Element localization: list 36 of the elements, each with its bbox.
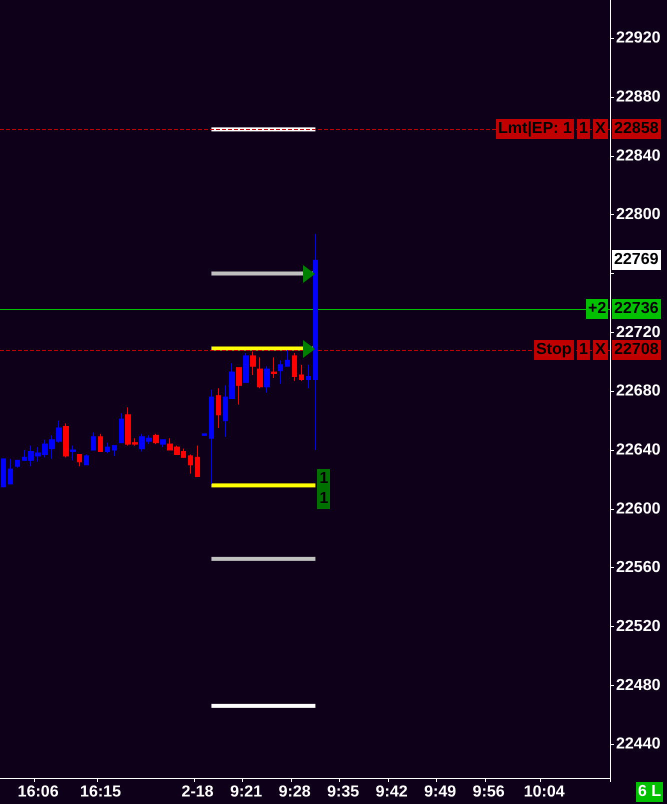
y-tick-label: 22640: [616, 442, 661, 459]
x-tick-label: 16:15: [80, 784, 122, 800]
y-tick-label: 22720: [616, 324, 661, 341]
y-tick-label: 22480: [616, 676, 661, 694]
text: 22769: [614, 251, 658, 268]
x-tick-label: 10:04: [524, 784, 565, 800]
x-tick-label: 9:28: [278, 784, 311, 800]
annotation: +2: [586, 298, 608, 319]
y-tick-label: 22560: [616, 559, 661, 576]
y-tick-label: 22520: [616, 618, 661, 636]
y-tick-label: 22920: [616, 30, 661, 47]
annotation: 1: [577, 340, 590, 360]
y-tick-label: 22440: [616, 736, 661, 753]
y-tick-label: 22800: [616, 206, 661, 224]
text: 6 L: [636, 782, 663, 802]
annotation: X: [593, 119, 608, 140]
x-tick-label: 2-18: [182, 784, 214, 800]
x-tick-label: 9:35: [327, 784, 360, 800]
y-tick-label: 22840: [616, 147, 661, 164]
y-tick-label: 22680: [616, 382, 661, 400]
annotation: 1: [317, 488, 330, 509]
ref-line-label: 22708: [612, 340, 660, 360]
x-tick-label: 9:49: [424, 784, 456, 800]
ref-line-label: 22736: [612, 298, 660, 319]
annotation: Lmt|EP: 1: [496, 119, 574, 140]
y-tick-label: 22600: [616, 500, 661, 518]
x-tick-label: 16:06: [18, 784, 59, 800]
x-tick-label: 9:56: [472, 784, 505, 800]
y-tick-label: 22880: [616, 88, 661, 106]
x-tick-label: 9:42: [376, 784, 408, 800]
annotation: Stop: [534, 340, 574, 360]
annotation: 1: [317, 469, 330, 490]
annotation: 1: [577, 119, 590, 140]
x-tick-label: 9:21: [230, 784, 262, 800]
annotation: X: [593, 340, 608, 360]
ref-line-label: 22858: [612, 119, 660, 140]
